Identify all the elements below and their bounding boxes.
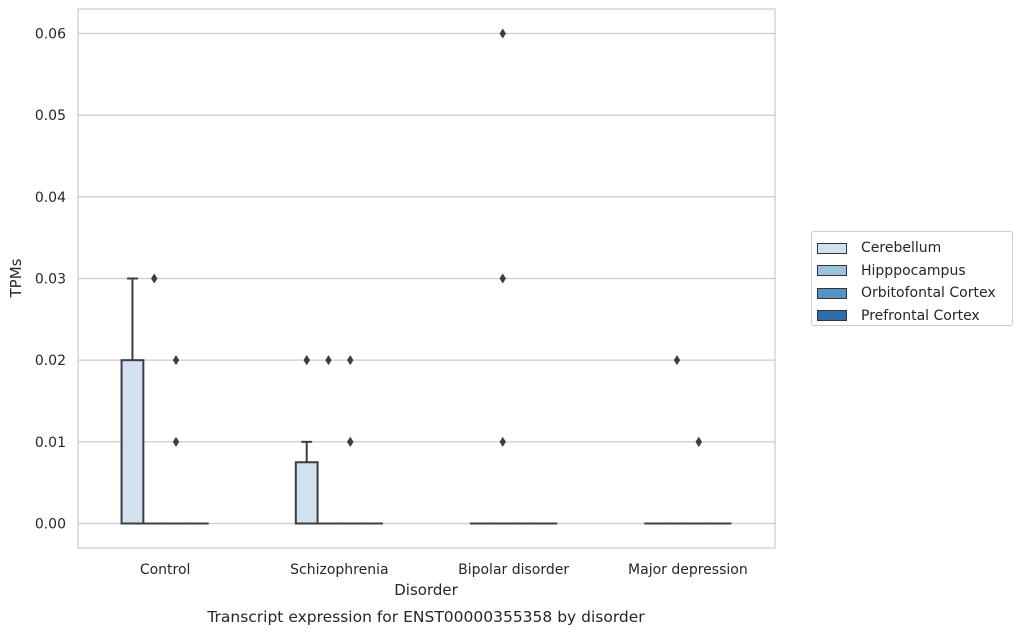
box-cerebellum bbox=[120, 277, 145, 525]
x-tick-label: Major depression bbox=[628, 562, 748, 578]
outlier-point bbox=[151, 273, 158, 284]
plot-frame bbox=[77, 8, 776, 549]
legend: Cerebellum Hipppocampus Orbitofontal Cor… bbox=[811, 231, 1013, 326]
box-hipppocampus bbox=[143, 273, 166, 525]
outlier-point bbox=[303, 355, 310, 366]
box-orbitofontal-cortex bbox=[687, 436, 710, 525]
outlier-point bbox=[499, 436, 506, 447]
legend-item-cerebellum: Cerebellum bbox=[817, 237, 1012, 260]
box-hipppocampus bbox=[491, 28, 514, 525]
y-tick-label: 0.06 bbox=[35, 27, 66, 43]
legend-item-prefrontal-cortex: Prefrontal Cortex bbox=[817, 305, 1012, 328]
legend-item-hippocampus: Hipppocampus bbox=[817, 260, 1012, 283]
legend-label-cerebellum: Cerebellum bbox=[861, 240, 942, 257]
chart-caption: Transcript expression for ENST0000035535… bbox=[206, 608, 645, 626]
outlier-point bbox=[673, 355, 681, 366]
box-orbitofontal-cortex bbox=[165, 355, 187, 525]
x-tick-label: Schizophrenia bbox=[290, 562, 388, 578]
x-tick-label: Control bbox=[140, 562, 191, 578]
y-tick-label: 0.05 bbox=[35, 108, 66, 124]
gridlines bbox=[78, 32, 775, 525]
y-tick-label: 0.02 bbox=[35, 353, 66, 369]
box-body bbox=[120, 359, 145, 525]
legend-swatch-orbitofrontal-cortex bbox=[817, 287, 847, 299]
y-tick-label: 0.03 bbox=[35, 272, 66, 288]
outlier-point bbox=[499, 273, 506, 284]
outlier-point bbox=[347, 355, 354, 366]
y-axis-label: TPMs bbox=[7, 258, 25, 298]
y-tick-label: 0.04 bbox=[35, 190, 66, 206]
legend-swatch-prefrontal-cortex bbox=[817, 310, 847, 322]
x-axis-label: Disorder bbox=[394, 581, 458, 599]
tick-labels: 0.00 0.01 0.02 0.03 0.04 0.05 0.06 Control Schiz… bbox=[35, 27, 748, 579]
y-tick-label: 0.00 bbox=[35, 517, 66, 533]
legend-swatch-hippocampus bbox=[817, 265, 847, 277]
legend-item-orbitofrontal-cortex: Orbitofontal Cortex bbox=[817, 282, 1012, 305]
x-tick-label: Bipolar disorder bbox=[458, 562, 569, 578]
outlier-point bbox=[499, 28, 506, 39]
plot-marks bbox=[120, 28, 732, 525]
outlier-point bbox=[347, 436, 354, 447]
box-hipppocampus bbox=[666, 355, 688, 525]
legend-swatch-cerebellum bbox=[817, 242, 847, 254]
outlier-point bbox=[325, 355, 332, 366]
legend-label-prefrontal-cortex: Prefrontal Cortex bbox=[861, 307, 980, 324]
box-orbitofontal-cortex bbox=[339, 355, 362, 525]
legend-label-hippocampus: Hipppocampus bbox=[861, 262, 966, 279]
box-hipppocampus bbox=[317, 355, 340, 525]
box-cerebellum bbox=[294, 355, 319, 525]
outlier-point bbox=[172, 436, 180, 447]
outlier-point bbox=[695, 436, 702, 447]
legend-label-orbitofrontal-cortex: Orbitofontal Cortex bbox=[861, 285, 996, 302]
box-body bbox=[294, 461, 319, 525]
outlier-point bbox=[172, 355, 180, 366]
y-tick-label: 0.01 bbox=[35, 435, 66, 451]
